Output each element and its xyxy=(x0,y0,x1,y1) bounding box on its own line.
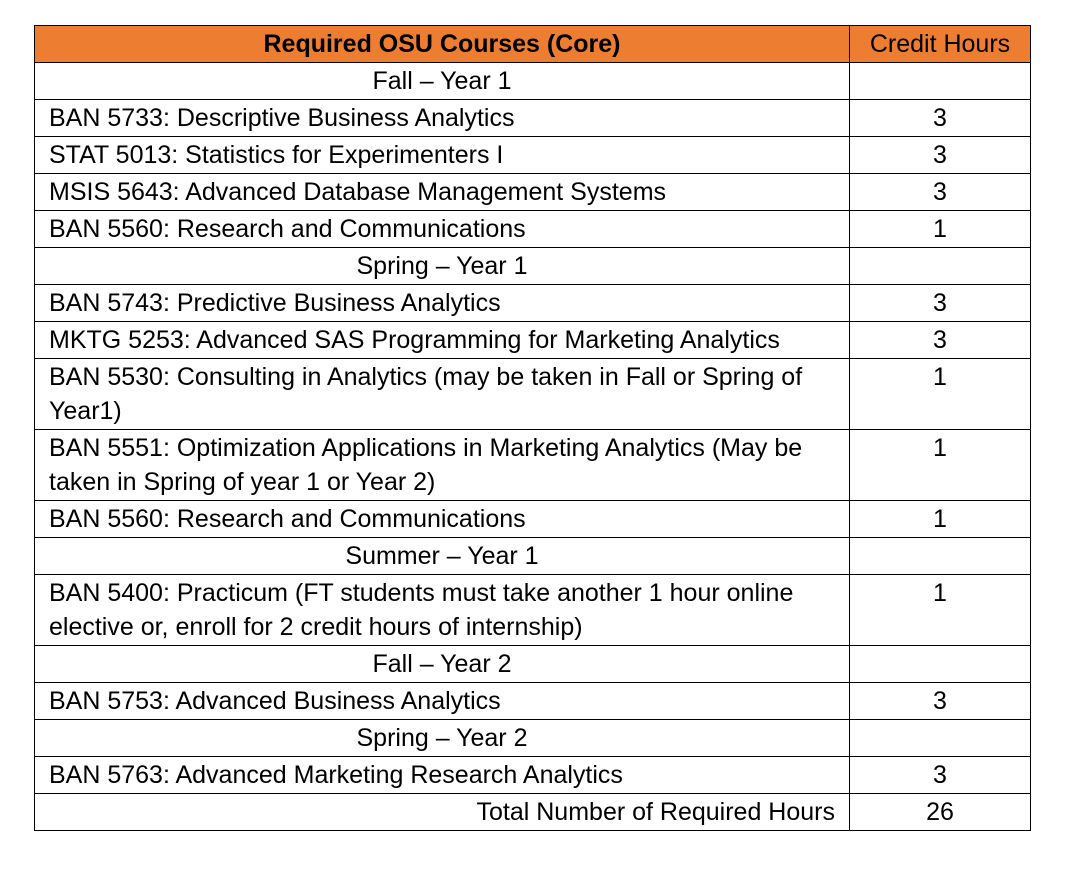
course-credit-hours: 3 xyxy=(849,284,1031,322)
credit-hours-column-header: Credit Hours xyxy=(849,25,1031,63)
course-name: MSIS 5643: Advanced Database Management … xyxy=(34,173,850,211)
section-label: Spring – Year 1 xyxy=(34,247,850,285)
section-credit-cell xyxy=(849,62,1031,100)
section-label: Fall – Year 1 xyxy=(34,62,850,100)
course-row: BAN 5560: Research and Communications 1 xyxy=(34,210,1031,248)
course-name: BAN 5560: Research and Communications xyxy=(34,500,850,538)
course-name: BAN 5743: Predictive Business Analytics xyxy=(34,284,850,322)
course-name: BAN 5530: Consulting in Analytics (may b… xyxy=(34,358,850,430)
course-credit-hours: 3 xyxy=(849,756,1031,794)
course-name: STAT 5013: Statistics for Experimenters … xyxy=(34,136,850,174)
course-credit-hours: 1 xyxy=(849,358,1031,430)
total-value: 26 xyxy=(849,793,1031,831)
course-row: BAN 5743: Predictive Business Analytics 3 xyxy=(34,284,1031,322)
course-credit-hours: 1 xyxy=(849,429,1031,501)
course-name: BAN 5753: Advanced Business Analytics xyxy=(34,682,850,720)
course-row: MKTG 5253: Advanced SAS Programming for … xyxy=(34,321,1031,359)
course-row: BAN 5530: Consulting in Analytics (may b… xyxy=(34,358,1031,430)
course-row: BAN 5753: Advanced Business Analytics 3 xyxy=(34,682,1031,720)
section-credit-cell xyxy=(849,719,1031,757)
course-name: BAN 5763: Advanced Marketing Research An… xyxy=(34,756,850,794)
required-courses-table: Required OSU Courses (Core) Credit Hours… xyxy=(34,25,1031,831)
table-body: Fall – Year 1 BAN 5733: Descriptive Busin… xyxy=(34,62,1031,831)
course-credit-hours: 3 xyxy=(849,682,1031,720)
section-row: Spring – Year 1 xyxy=(34,247,1031,285)
course-row: BAN 5551: Optimization Applications in M… xyxy=(34,429,1031,501)
course-credit-hours: 3 xyxy=(849,99,1031,137)
course-credit-hours: 1 xyxy=(849,500,1031,538)
section-row: Spring – Year 2 xyxy=(34,719,1031,757)
course-row: STAT 5013: Statistics for Experimenters … xyxy=(34,136,1031,174)
course-row: BAN 5560: Research and Communications 1 xyxy=(34,500,1031,538)
course-credit-hours: 1 xyxy=(849,574,1031,646)
course-name: MKTG 5253: Advanced SAS Programming for … xyxy=(34,321,850,359)
section-row: Fall – Year 2 xyxy=(34,645,1031,683)
course-name: BAN 5733: Descriptive Business Analytics xyxy=(34,99,850,137)
table-header-row: Required OSU Courses (Core) Credit Hours xyxy=(34,25,1031,63)
course-credit-hours: 3 xyxy=(849,173,1031,211)
total-row: Total Number of Required Hours 26 xyxy=(34,793,1031,831)
course-credit-hours: 3 xyxy=(849,321,1031,359)
course-row: MSIS 5643: Advanced Database Management … xyxy=(34,173,1031,211)
total-label: Total Number of Required Hours xyxy=(34,793,850,831)
section-label: Spring – Year 2 xyxy=(34,719,850,757)
section-credit-cell xyxy=(849,537,1031,575)
course-name: BAN 5560: Research and Communications xyxy=(34,210,850,248)
section-row: Summer – Year 1 xyxy=(34,537,1031,575)
section-credit-cell xyxy=(849,247,1031,285)
section-label: Fall – Year 2 xyxy=(34,645,850,683)
course-name: BAN 5400: Practicum (FT students must ta… xyxy=(34,574,850,646)
section-row: Fall – Year 1 xyxy=(34,62,1031,100)
course-name: BAN 5551: Optimization Applications in M… xyxy=(34,429,850,501)
section-credit-cell xyxy=(849,645,1031,683)
course-credit-hours: 1 xyxy=(849,210,1031,248)
section-label: Summer – Year 1 xyxy=(34,537,850,575)
course-row: BAN 5400: Practicum (FT students must ta… xyxy=(34,574,1031,646)
course-row: BAN 5763: Advanced Marketing Research An… xyxy=(34,756,1031,794)
course-column-header: Required OSU Courses (Core) xyxy=(34,25,850,63)
course-credit-hours: 3 xyxy=(849,136,1031,174)
course-row: BAN 5733: Descriptive Business Analytics… xyxy=(34,99,1031,137)
